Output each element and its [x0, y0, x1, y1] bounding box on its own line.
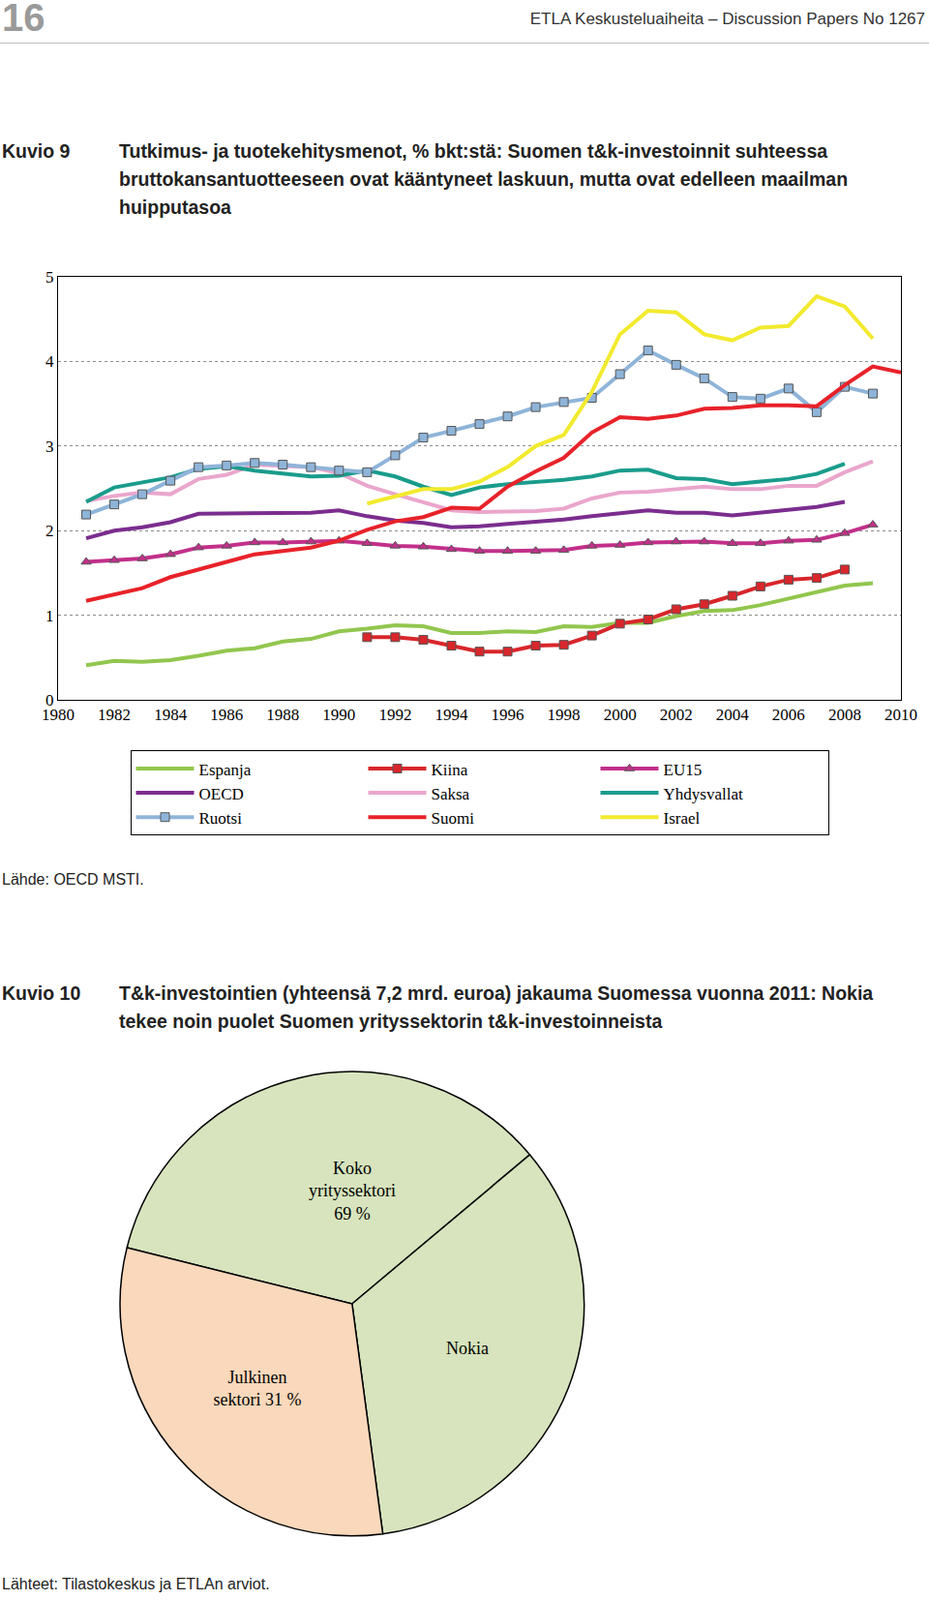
svg-text:Saksa: Saksa: [431, 784, 471, 804]
svg-text:Julkinensektori 31 %: Julkinensektori 31 %: [213, 1367, 302, 1409]
svg-text:2004: 2004: [716, 705, 750, 724]
svg-text:2002: 2002: [659, 705, 693, 724]
svg-text:2006: 2006: [772, 705, 806, 724]
svg-text:2: 2: [45, 521, 55, 540]
svg-text:1996: 1996: [491, 705, 525, 724]
svg-text:Nokia: Nokia: [446, 1338, 489, 1358]
svg-text:Yhdysvallat: Yhdysvallat: [663, 784, 744, 804]
svg-text:Kiina: Kiina: [431, 760, 469, 780]
svg-text:Espanja: Espanja: [199, 760, 252, 780]
svg-text:Ruotsi: Ruotsi: [199, 809, 243, 828]
svg-text:2000: 2000: [603, 705, 637, 724]
html-text:Lähteet: Tilastokeskus ja ETLA: Lähteet: Tilastokeskus ja ETLAn arviot.: [1, 1575, 270, 1592]
svg-text:0: 0: [45, 690, 55, 710]
svg-text:3: 3: [45, 437, 55, 456]
svg-text:2010: 2010: [884, 705, 918, 724]
html-text:T&k-investointien (yhteensä 7,: T&k-investointien (yhteensä 7,2 mrd. eur…: [119, 982, 874, 1032]
html-text:Kuvio 9: Kuvio 9: [1, 140, 71, 162]
svg-text:1982: 1982: [97, 705, 131, 724]
svg-text:1994: 1994: [434, 705, 469, 724]
svg-text:1988: 1988: [266, 705, 300, 724]
svg-text:4: 4: [45, 352, 55, 371]
svg-text:Israel: Israel: [663, 809, 701, 828]
html-text:Kuvio 10: Kuvio 10: [1, 982, 81, 1004]
html-text:Lähde: OECD MSTI.: Lähde: OECD MSTI.: [1, 870, 144, 888]
svg-text:5: 5: [45, 268, 55, 287]
html-text:ETLA Keskusteluaiheita – Discu: ETLA Keskusteluaiheita – Discussion Pape…: [530, 9, 926, 29]
svg-text:Kokoyrityssektori69 %: Kokoyrityssektori69 %: [308, 1158, 396, 1224]
html-text:Tutkimus- ja tuotekehitysmenot: Tutkimus- ja tuotekehitysmenot, % bkt:st…: [119, 140, 848, 218]
svg-text:2008: 2008: [828, 705, 862, 724]
svg-text:OECD: OECD: [199, 784, 244, 804]
svg-text:1: 1: [45, 606, 55, 626]
svg-text:1986: 1986: [209, 705, 243, 724]
svg-text:EU15: EU15: [663, 760, 703, 780]
svg-text:1992: 1992: [378, 705, 412, 724]
svg-text:Suomi: Suomi: [431, 809, 476, 828]
svg-text:1998: 1998: [547, 705, 581, 724]
svg-text:1980: 1980: [41, 705, 75, 724]
svg-text:1990: 1990: [322, 705, 356, 724]
svg-text:1984: 1984: [153, 705, 188, 724]
